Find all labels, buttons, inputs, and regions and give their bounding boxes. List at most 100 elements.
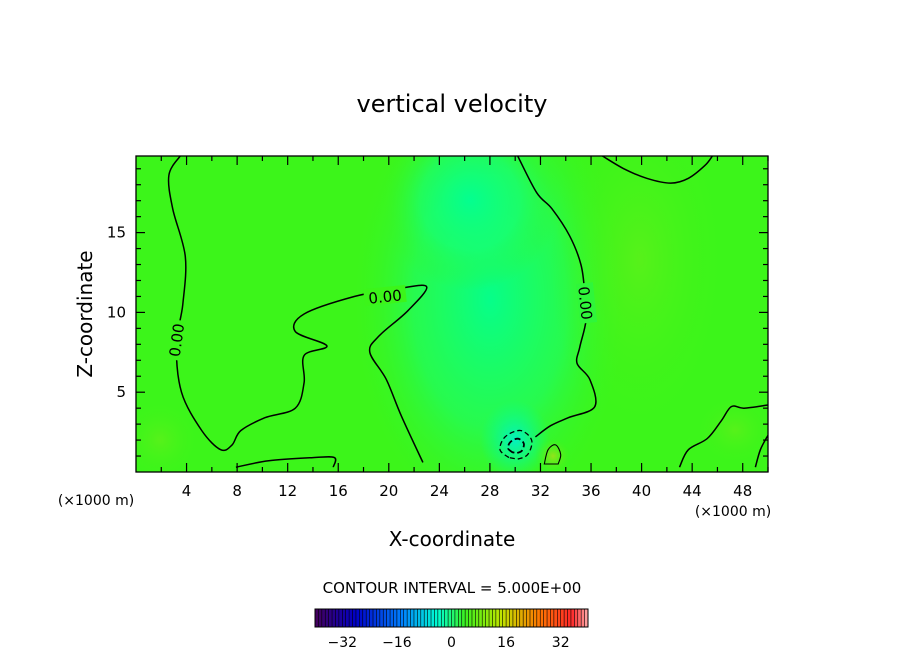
y-tick-label: 15 <box>107 224 126 242</box>
contour-label: 0.00 <box>368 286 403 307</box>
weak-positive-shading-right <box>695 395 768 465</box>
colorbar-swatch <box>478 609 483 627</box>
zero-contour-left <box>167 156 428 463</box>
colorbar-swatch <box>543 609 548 627</box>
colorbar-swatch <box>495 609 500 627</box>
colorbar-swatch <box>349 609 353 627</box>
colorbar-swatch <box>465 609 469 627</box>
colorbar-swatch <box>523 609 527 627</box>
x-tick-label: 20 <box>379 482 398 500</box>
x-tick-label: 40 <box>632 482 651 500</box>
colorbar-swatch <box>485 609 490 627</box>
colorbar-swatch <box>540 609 544 627</box>
zero-contour-edge-right <box>754 434 768 468</box>
colorbar-swatch <box>328 609 333 627</box>
colorbar-swatch <box>373 609 377 627</box>
updraft-core-shading <box>480 400 550 472</box>
x-tick-label: 8 <box>232 482 242 500</box>
colorbar <box>314 608 589 628</box>
colorbar-swatch <box>376 609 381 627</box>
y-axis-ticks: 5 10 15 <box>107 168 768 457</box>
colorbar-swatch <box>448 609 452 627</box>
colorbar-tick-label: 0 <box>447 635 456 651</box>
colorbar-swatch <box>461 609 466 627</box>
zero-contour-lower-right <box>678 404 768 468</box>
contour-labels: 0.00 0.00 0.00 <box>164 282 598 361</box>
colorbar-swatch <box>318 609 323 627</box>
x-tick-label: 48 <box>733 482 752 500</box>
colorbar-swatch <box>441 609 445 627</box>
colorbar-swatch <box>475 609 480 627</box>
colorbar-swatch <box>369 609 374 627</box>
plot-frame <box>135 155 769 473</box>
colorbar-swatch <box>437 609 442 627</box>
colorbar-swatch <box>581 609 585 627</box>
colorbar-swatch <box>489 609 493 627</box>
x-tick-label: 28 <box>480 482 499 500</box>
colorbar-swatch <box>560 609 565 627</box>
colorbar-swatch <box>550 609 555 627</box>
colorbar-swatch <box>567 609 572 627</box>
x-unit-left: (×1000 m) <box>58 493 134 509</box>
colorbar-frame <box>314 608 589 628</box>
colorbar-swatch <box>454 609 459 627</box>
weak-positive-shading <box>550 156 730 440</box>
colorbar-swatch <box>444 609 449 627</box>
colorbar-swatch <box>396 609 401 627</box>
contour-interval: CONTOUR INTERVAL = 5.000E+00 <box>323 579 582 597</box>
x-tick-label: 4 <box>182 482 192 500</box>
y-tick-label: 5 <box>116 383 126 401</box>
colorbar-swatch <box>345 609 350 627</box>
colorbar-swatch <box>557 609 561 627</box>
x-tick-label: 16 <box>329 482 348 500</box>
colorbar-swatch <box>315 609 319 627</box>
colorbar-swatch <box>584 609 589 627</box>
colorbar-swatch <box>366 609 370 627</box>
zero-contour-bottom <box>235 456 337 468</box>
colorbar-swatch <box>577 609 582 627</box>
colorbar-swatch <box>420 609 425 627</box>
colorbar-swatch <box>383 609 387 627</box>
colorbar-swatch <box>379 609 384 627</box>
colorbar-swatch <box>547 609 551 627</box>
colorbar-swatch <box>502 609 507 627</box>
colorbar-swatch <box>410 609 415 627</box>
colorbar-swatch <box>492 609 497 627</box>
colorbar-swatch <box>352 609 357 627</box>
colorbar-swatch <box>386 609 391 627</box>
colorbar-swatch <box>342 609 347 627</box>
colorbar-swatch <box>431 609 435 627</box>
contour-label-bg <box>363 284 407 307</box>
colorbar-swatch <box>574 609 579 627</box>
colorbar-swatch <box>424 609 428 627</box>
colorbar-swatch <box>536 609 541 627</box>
colorbar-swatch <box>458 609 463 627</box>
colorbar-swatch <box>338 609 343 627</box>
colorbar-swatch <box>413 609 418 627</box>
colorbar-swatch <box>471 609 476 627</box>
colorbar-swatch <box>403 609 408 627</box>
contour-label: 0.00 <box>574 286 595 321</box>
colorbar-swatch <box>355 609 360 627</box>
colorbar-tick-label: −16 <box>382 635 412 651</box>
colorbar-swatch <box>516 609 521 627</box>
weak-positive-shading-left <box>136 400 200 472</box>
colorbar-swatch <box>533 609 538 627</box>
x-tick-label: 32 <box>531 482 550 500</box>
colorbar-swatch <box>512 609 517 627</box>
contour-label-bg <box>164 318 187 361</box>
y-tick-label: 10 <box>107 303 126 321</box>
colorbar-swatch <box>417 609 422 627</box>
contour-label-bg <box>575 282 598 324</box>
x-tick-label: 12 <box>278 482 297 500</box>
colorbar-tick-label: −32 <box>328 635 358 651</box>
positive-contour <box>543 444 562 465</box>
updraft-shading-upper <box>380 156 560 290</box>
colorbar-swatch <box>499 609 503 627</box>
colorbar-swatch <box>427 609 432 627</box>
contour-label: 0.00 <box>166 322 188 358</box>
colorbar-tick-label: 16 <box>497 635 515 651</box>
colorbar-swatch <box>570 609 575 627</box>
colorbar-swatch <box>506 609 510 627</box>
